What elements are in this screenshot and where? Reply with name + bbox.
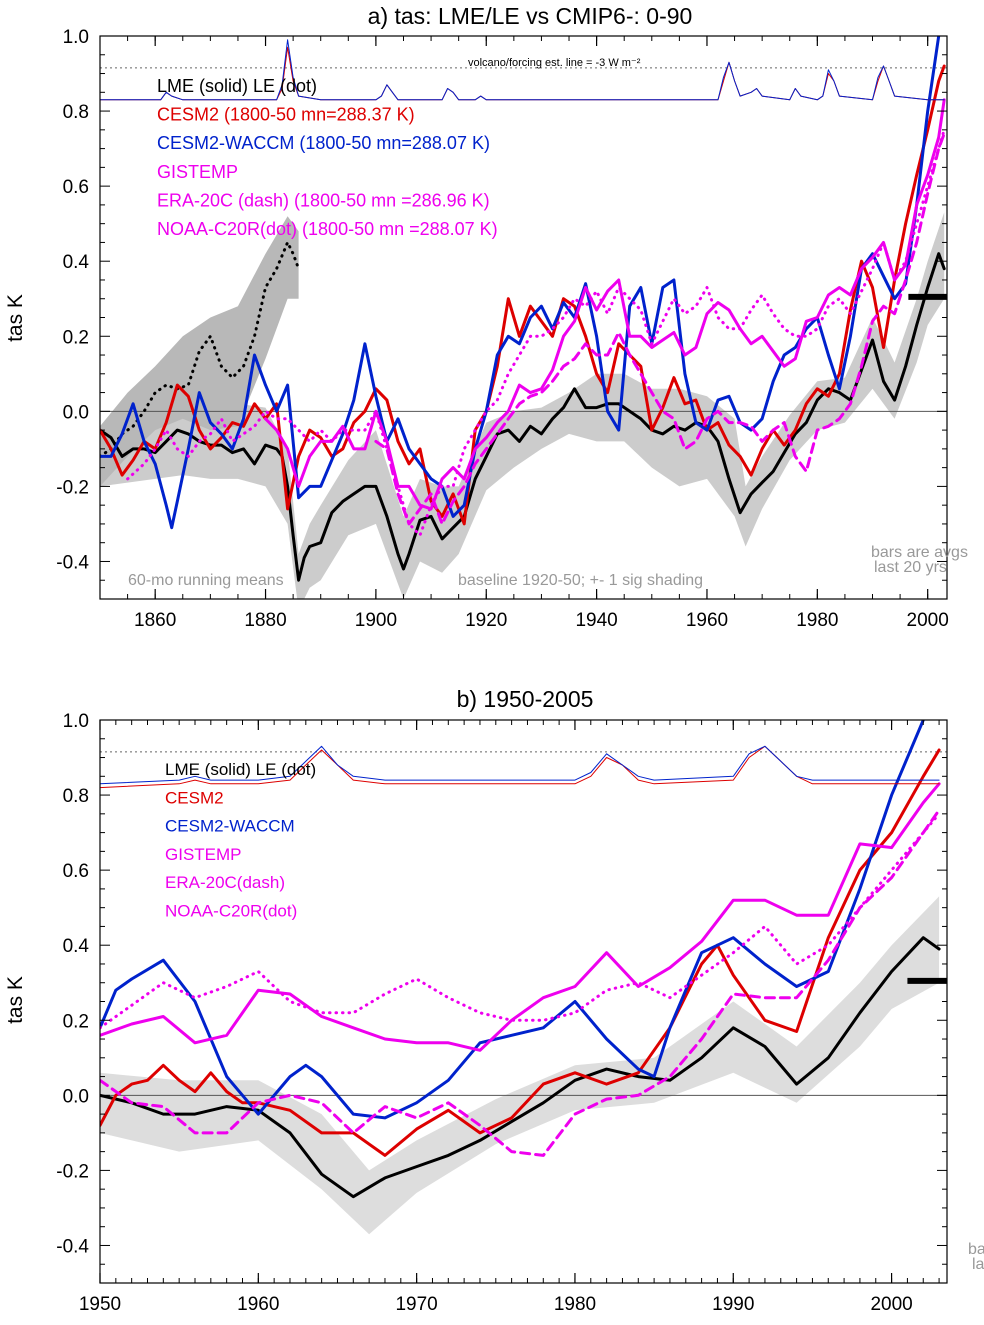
x-tick-label: 2000 (870, 1294, 912, 1315)
y-tick-label: 0.0 (63, 402, 89, 423)
legend-b: LME (solid) LE (dot) CESM2 CESM2-WACCM GIST… (165, 760, 316, 921)
y-tick-label: 0.8 (63, 786, 89, 807)
uncertainty-bands-b (100, 896, 940, 1235)
annotation-running-means: 60-mo running means (128, 572, 284, 589)
series-volcano-forcing-waccm (100, 745, 940, 785)
y-tick-label: -0.2 (56, 1161, 89, 1182)
y-tick-label: -0.2 (56, 477, 89, 498)
legend-item: NOAA-C20R(dot) (1800-50 mn =288.07 K) (157, 219, 498, 239)
series-lme (100, 252, 946, 582)
plot-area-a: 1860 1880 1900 1920 1940 1960 1980 2000 -0.4 -0.2… (56, 27, 968, 631)
y-tick-label: 1.0 (63, 711, 89, 732)
legend-item: GISTEMP (165, 845, 242, 864)
axes-a: 1860 1880 1900 1920 1940 1960 1980 2000 -0.4 -0.2… (56, 27, 949, 631)
x-tick-label: 1960 (686, 610, 728, 631)
y-axis-label-a: tas K (4, 294, 27, 342)
band-lme-spread (100, 896, 940, 1235)
y-tick-label: 0.8 (63, 102, 89, 123)
x-tick-label: 1860 (134, 610, 176, 631)
forcing-note: volcano/forcing est. line = -3 W m⁻² (468, 57, 641, 69)
y-tick-label: 0.2 (63, 1011, 89, 1032)
y-tick-label: 0.4 (63, 252, 90, 273)
y-tick-label: 0.6 (63, 861, 89, 882)
series-cesm2-waccm (100, 36, 941, 530)
x-tick-label: 2000 (907, 610, 949, 631)
band-lme-spread (100, 212, 945, 599)
legend-item: NOAA-C20R(dot) (165, 902, 297, 921)
annotation-last-20-yrs-a: last 20 yrs (874, 559, 947, 576)
y-tick-label: 0.6 (63, 177, 89, 198)
x-tick-label: 1990 (712, 1294, 754, 1315)
series-era-20c (374, 132, 946, 526)
legend-a: LME (solid) LE (dot) CESM2 (1800-50 mn=28… (157, 76, 498, 239)
y-tick-label: -0.4 (56, 1236, 89, 1257)
x-tick-label: 1880 (244, 610, 286, 631)
chart-title-a: a) tas: LME/LE vs CMIP6-: 0-90 (368, 3, 693, 29)
x-tick-label: 1940 (575, 610, 617, 631)
x-tick-label: 1900 (355, 610, 397, 631)
series-cesm2-waccm (100, 720, 925, 1120)
x-tick-label: 1970 (395, 1294, 437, 1315)
y-tick-label: 1.0 (63, 27, 89, 48)
y-tick-label: 0.2 (63, 327, 89, 348)
series-lme (100, 936, 941, 1199)
legend-item: CESM2-WACCM (1800-50 mn=288.07 K) (157, 133, 490, 153)
annotation-last-20-yrs-b: last 20 yrs (972, 1256, 984, 1273)
legend-item: LME (solid) LE (dot) (165, 760, 316, 779)
series-era-20c (100, 808, 941, 1157)
series-gistemp (100, 782, 941, 1052)
series-noaa-c20r (100, 812, 941, 1030)
annotation-bars-avgs-b: bars are avgs (968, 1241, 984, 1258)
chart-title-b: b) 1950-2005 (457, 686, 594, 712)
legend-item: CESM2-WACCM (165, 817, 295, 836)
series-cesm2 (100, 748, 941, 1157)
annotation-bars-avgs-a: bars are avgs (871, 544, 968, 561)
y-tick-label: 0.0 (63, 1086, 89, 1107)
legend-item: ERA-20C(dash) (165, 873, 285, 892)
x-tick-label: 1920 (465, 610, 507, 631)
y-tick-label: 0.4 (63, 936, 90, 957)
series-volcano-forcing-waccm (100, 39, 945, 101)
x-tick-label: 1950 (79, 1294, 121, 1315)
axes-b: 1950 1960 1970 1980 1990 2000 -0.4 -0.2 0.0 0.2 0.… (56, 711, 948, 1315)
series-lines-a (100, 36, 946, 582)
legend-item: CESM2 (165, 788, 224, 807)
plot-area-b: 1950 1960 1970 1980 1990 2000 -0.4 -0.2 0.0 0.2 0.… (56, 711, 984, 1315)
x-tick-label: 1980 (554, 1294, 596, 1315)
legend-item: LME (solid) LE (dot) (157, 76, 317, 96)
axes-frame (99, 719, 948, 1284)
series-lines-b (100, 720, 941, 1199)
x-tick-label: 1960 (237, 1294, 279, 1315)
y-tick-label: -0.4 (56, 552, 89, 573)
x-tick-label: 1980 (796, 610, 838, 631)
annotation-baseline: baseline 1920-50; +- 1 sig shading (458, 572, 703, 589)
legend-item: ERA-20C (dash) (1800-50 mn =286.96 K) (157, 190, 490, 210)
legend-item: CESM2 (1800-50 mn=288.37 K) (157, 105, 415, 125)
legend-item: GISTEMP (157, 162, 238, 182)
y-axis-label-b: tas K (4, 976, 27, 1024)
